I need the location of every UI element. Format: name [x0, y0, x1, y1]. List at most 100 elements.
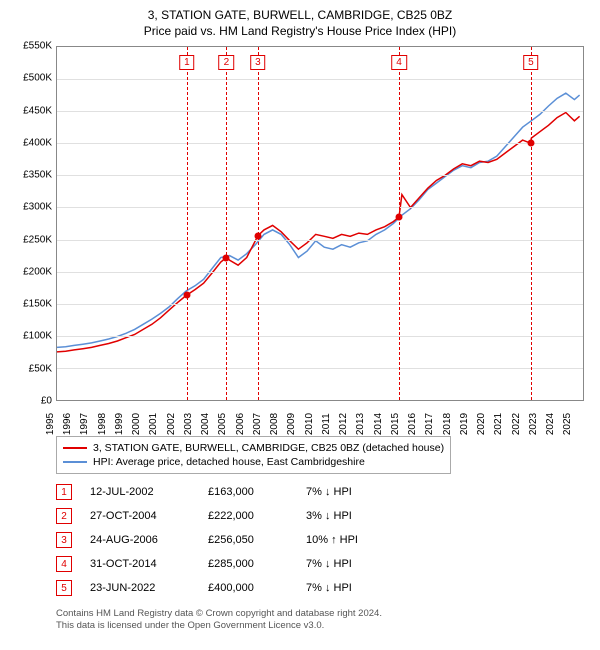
event-price: £163,000	[208, 486, 288, 498]
events-table: 1 12-JUL-2002 £163,000 7% ↓ HPI 2 27-OCT-2004…	[56, 480, 590, 600]
chart-area: £0£50K£100K£150K£200K£250K£300K£350K£400…	[10, 46, 590, 426]
x-tick-label: 2023	[528, 413, 539, 435]
footer-line-2: This data is licensed under the Open Gov…	[56, 620, 590, 632]
footer: Contains HM Land Registry data © Crown c…	[56, 608, 590, 633]
x-tick-label: 1997	[79, 413, 90, 435]
event-number: 3	[56, 532, 72, 548]
event-number: 1	[56, 484, 72, 500]
x-tick-label: 2010	[304, 413, 315, 435]
legend-label: HPI: Average price, detached house, East…	[93, 456, 365, 468]
marker-dot	[527, 140, 534, 147]
event-price: £285,000	[208, 558, 288, 570]
y-tick-label: £0	[41, 396, 52, 407]
y-tick-label: £400K	[23, 137, 52, 148]
y-tick-label: £300K	[23, 202, 52, 213]
event-date: 23-JUN-2022	[90, 582, 190, 594]
event-row: 1 12-JUL-2002 £163,000 7% ↓ HPI	[56, 480, 590, 504]
x-tick-label: 2024	[545, 413, 556, 435]
gridline	[57, 143, 583, 144]
event-row: 5 23-JUN-2022 £400,000 7% ↓ HPI	[56, 576, 590, 600]
gridline	[57, 304, 583, 305]
legend-item: 3, STATION GATE, BURWELL, CAMBRIDGE, CB2…	[63, 441, 444, 455]
x-tick-label: 2004	[200, 413, 211, 435]
x-tick-label: 2014	[373, 413, 384, 435]
marker-label: 2	[219, 55, 235, 70]
gridline	[57, 207, 583, 208]
gridline	[57, 111, 583, 112]
x-tick-label: 2015	[390, 413, 401, 435]
event-hpi: 3% ↓ HPI	[306, 510, 396, 522]
y-tick-label: £350K	[23, 170, 52, 181]
footer-line-1: Contains HM Land Registry data © Crown c…	[56, 608, 590, 620]
marker-vline	[531, 47, 532, 400]
marker-label: 3	[250, 55, 266, 70]
line-svg	[57, 47, 583, 400]
series-property	[57, 113, 580, 352]
event-hpi: 7% ↓ HPI	[306, 486, 396, 498]
event-row: 2 27-OCT-2004 £222,000 3% ↓ HPI	[56, 504, 590, 528]
event-date: 27-OCT-2004	[90, 510, 190, 522]
legend-swatch	[63, 461, 87, 463]
event-hpi: 7% ↓ HPI	[306, 582, 396, 594]
gridline	[57, 79, 583, 80]
y-axis: £0£50K£100K£150K£200K£250K£300K£350K£400…	[10, 46, 56, 401]
marker-vline	[187, 47, 188, 400]
gridline	[57, 272, 583, 273]
event-hpi: 10% ↑ HPI	[306, 534, 396, 546]
marker-dot	[395, 214, 402, 221]
x-tick-label: 2016	[407, 413, 418, 435]
event-number: 5	[56, 580, 72, 596]
x-axis: 1995199619971998199920002001200220032004…	[56, 401, 584, 426]
event-date: 24-AUG-2006	[90, 534, 190, 546]
marker-dot	[183, 292, 190, 299]
marker-label: 1	[179, 55, 195, 70]
x-tick-label: 2025	[562, 413, 573, 435]
x-tick-label: 2018	[442, 413, 453, 435]
x-tick-label: 2022	[511, 413, 522, 435]
x-tick-label: 2005	[217, 413, 228, 435]
legend-swatch	[63, 447, 87, 449]
x-tick-label: 2019	[459, 413, 470, 435]
event-date: 12-JUL-2002	[90, 486, 190, 498]
legend-item: HPI: Average price, detached house, East…	[63, 455, 444, 469]
y-tick-label: £150K	[23, 299, 52, 310]
x-tick-label: 1996	[62, 413, 73, 435]
event-price: £256,050	[208, 534, 288, 546]
x-tick-label: 2009	[286, 413, 297, 435]
chart-subtitle: Price paid vs. HM Land Registry's House …	[10, 24, 590, 38]
x-tick-label: 2013	[355, 413, 366, 435]
event-date: 31-OCT-2014	[90, 558, 190, 570]
marker-label: 4	[391, 55, 407, 70]
y-tick-label: £50K	[29, 363, 52, 374]
gridline	[57, 175, 583, 176]
y-tick-label: £450K	[23, 105, 52, 116]
marker-dot	[254, 232, 261, 239]
x-tick-label: 1995	[45, 413, 56, 435]
marker-dot	[223, 254, 230, 261]
gridline	[57, 240, 583, 241]
x-tick-label: 2002	[166, 413, 177, 435]
x-tick-label: 2001	[148, 413, 159, 435]
x-tick-label: 2012	[338, 413, 349, 435]
event-price: £222,000	[208, 510, 288, 522]
x-tick-label: 2008	[269, 413, 280, 435]
event-price: £400,000	[208, 582, 288, 594]
gridline	[57, 336, 583, 337]
x-tick-label: 2017	[424, 413, 435, 435]
x-tick-label: 2021	[493, 413, 504, 435]
marker-vline	[226, 47, 227, 400]
x-tick-label: 1998	[97, 413, 108, 435]
y-tick-label: £500K	[23, 73, 52, 84]
y-tick-label: £550K	[23, 41, 52, 52]
marker-vline	[399, 47, 400, 400]
event-number: 2	[56, 508, 72, 524]
event-hpi: 7% ↓ HPI	[306, 558, 396, 570]
x-tick-label: 2006	[235, 413, 246, 435]
event-row: 3 24-AUG-2006 £256,050 10% ↑ HPI	[56, 528, 590, 552]
chart-title: 3, STATION GATE, BURWELL, CAMBRIDGE, CB2…	[10, 8, 590, 22]
y-tick-label: £100K	[23, 331, 52, 342]
x-tick-label: 2007	[252, 413, 263, 435]
marker-label: 5	[523, 55, 539, 70]
y-tick-label: £200K	[23, 266, 52, 277]
series-hpi	[57, 93, 580, 347]
